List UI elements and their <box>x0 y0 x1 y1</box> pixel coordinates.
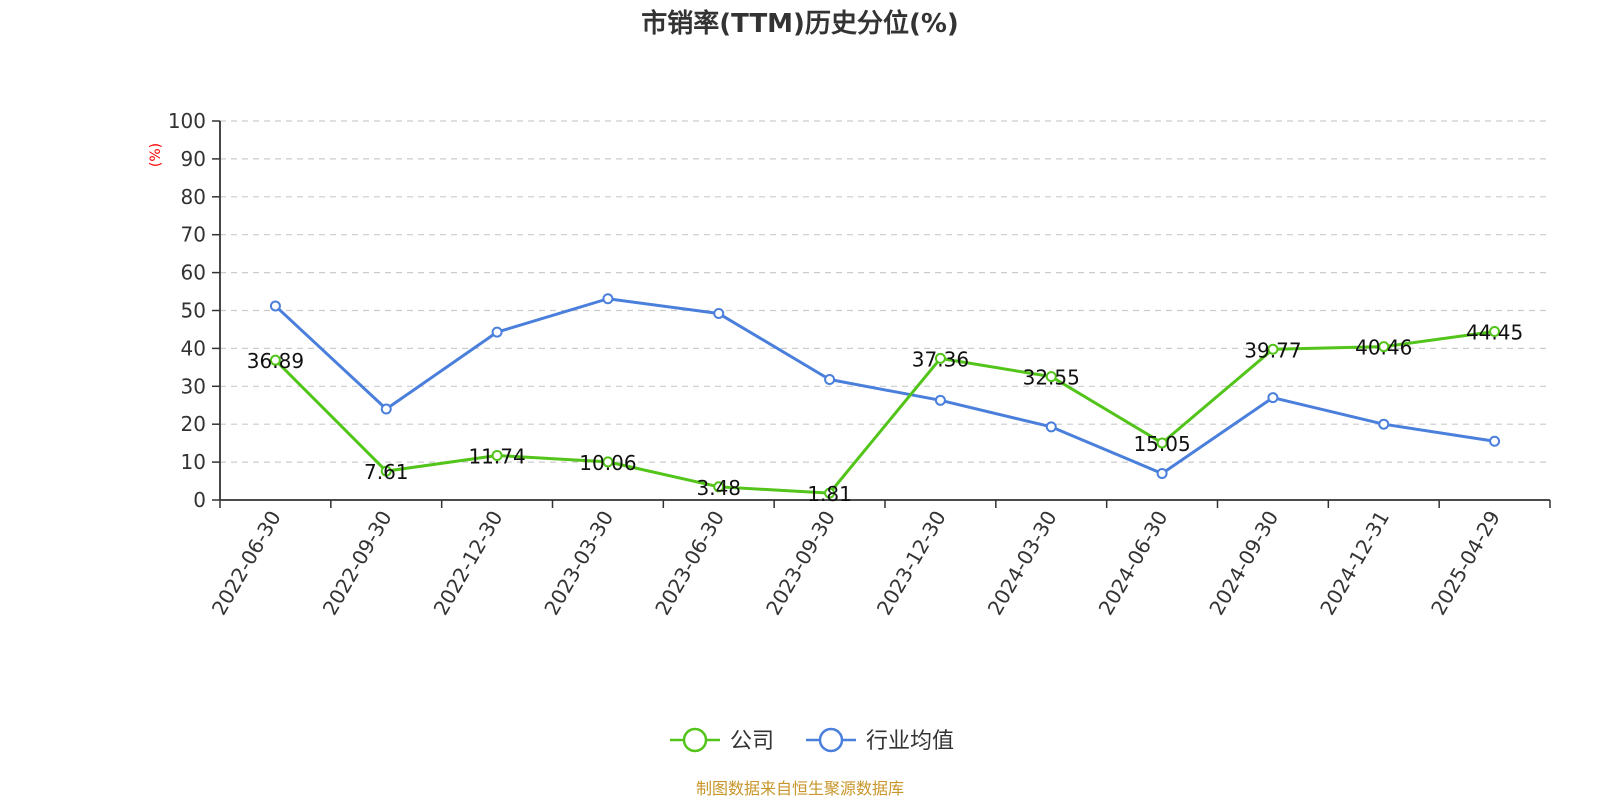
y-tick-label: 100 <box>168 109 206 133</box>
point-industry <box>713 308 725 320</box>
data-label: 3.48 <box>696 476 741 500</box>
data-label: 32.55 <box>1023 366 1080 390</box>
y-tick-label: 20 <box>181 412 206 436</box>
y-tick-label: 0 <box>193 488 206 512</box>
point-company <box>602 456 614 468</box>
point-industry <box>269 300 281 312</box>
point-industry <box>1045 421 1057 433</box>
data-label: 15.05 <box>1133 432 1190 456</box>
data-label: 11.74 <box>468 445 525 469</box>
x-tick-label: 2024-09-30 <box>1204 507 1283 620</box>
source-note: 制图数据来自恒生聚源数据库 <box>696 779 904 798</box>
legend[interactable]: 公司 行业均值 <box>670 727 954 754</box>
y-tick-label: 70 <box>181 223 206 247</box>
data-label: 36.89 <box>247 349 304 373</box>
point-industry <box>380 403 392 415</box>
point-company <box>1489 326 1501 338</box>
x-tick-label: 2022-12-30 <box>429 507 508 620</box>
x-tick-label: 2023-12-30 <box>872 507 951 620</box>
data-label: 40.46 <box>1355 336 1412 360</box>
y-tick-label: 50 <box>181 299 206 323</box>
y-tick-label: 90 <box>181 147 206 171</box>
point-company <box>824 487 836 499</box>
point-company <box>713 481 725 493</box>
point-industry <box>491 326 503 338</box>
y-tick-label: 80 <box>181 185 206 209</box>
point-company <box>1267 343 1279 355</box>
point-company <box>1378 341 1390 353</box>
point-company <box>380 465 392 477</box>
series-layer <box>269 293 1501 499</box>
y-tick-label: 30 <box>181 374 206 398</box>
point-industry <box>1156 467 1168 479</box>
x-tick-label: 2024-03-30 <box>983 507 1062 620</box>
point-industry <box>1489 435 1501 447</box>
point-industry <box>824 373 836 385</box>
x-tick-label: 2023-09-30 <box>761 507 840 620</box>
y-tick-label: 10 <box>181 450 206 474</box>
point-company <box>491 450 503 462</box>
x-tick-label: 2022-06-30 <box>207 507 286 620</box>
x-tick-label: 2022-09-30 <box>318 507 397 620</box>
series-line-industry <box>274 297 1495 475</box>
data-label: 37.36 <box>912 347 969 371</box>
point-company <box>1045 371 1057 383</box>
data-labels: 36.89 7.61 11.74 10.06 3.48 1.81 37.36 32.55 15.… <box>247 321 1523 507</box>
legend-marker <box>682 727 708 753</box>
y-axis-unit: (%) <box>148 143 164 167</box>
data-label: 7.61 <box>364 460 409 484</box>
point-company <box>1156 437 1168 449</box>
y-tick-label: 60 <box>181 261 206 285</box>
axes: 0 10 20 30 40 50 60 70 80 90 100 2022-06-30 2022-09-… <box>168 109 1551 620</box>
data-label: 44.45 <box>1466 321 1523 345</box>
point-industry <box>934 394 946 406</box>
point-industry <box>602 293 614 305</box>
x-tick-label: 2023-03-30 <box>539 507 618 620</box>
legend-label: 公司 <box>730 729 774 754</box>
point-company <box>269 354 281 366</box>
grid <box>220 120 1550 463</box>
point-company <box>934 352 946 364</box>
y-tick-label: 40 <box>181 336 206 360</box>
series-line-company <box>274 330 1495 495</box>
x-tick-label: 2024-06-30 <box>1094 507 1173 620</box>
point-industry <box>1267 392 1279 404</box>
data-label: 39.77 <box>1244 338 1301 362</box>
x-tick-label: 2024-12-31 <box>1315 507 1394 620</box>
x-tick-label: 2025-04-29 <box>1426 507 1505 620</box>
legend-marker <box>818 727 844 753</box>
legend-label: 行业均值 <box>866 729 954 754</box>
point-industry <box>1378 418 1390 430</box>
x-tick-label: 2023-06-30 <box>650 507 729 620</box>
chart-title: 市销率(TTM)历史分位(%) <box>641 8 959 39</box>
data-label: 1.81 <box>807 482 852 506</box>
data-label: 10.06 <box>579 451 636 475</box>
